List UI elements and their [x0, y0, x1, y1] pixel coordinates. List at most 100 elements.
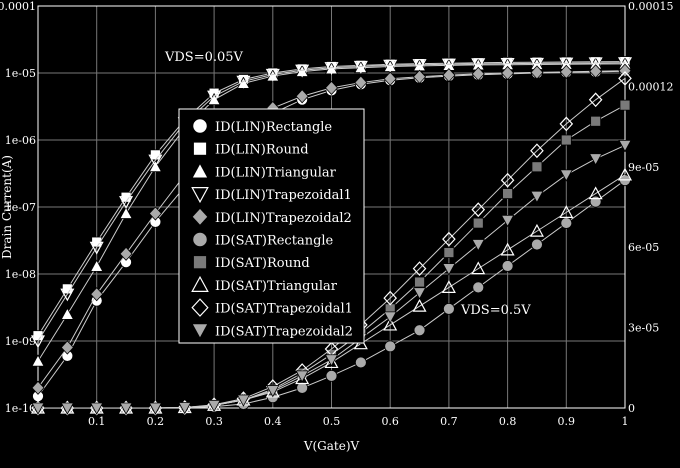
data-point — [119, 206, 133, 219]
data-point — [178, 402, 192, 415]
data-point — [354, 75, 368, 90]
x-tick-label: 1 — [622, 415, 629, 428]
annotation-vds-high: VDS=0.5V — [460, 303, 531, 318]
x-tick-label: 0.1 — [88, 415, 106, 428]
data-point — [383, 59, 398, 73]
data-point — [590, 115, 602, 127]
data-point — [31, 402, 45, 415]
y-axis-title: Drain Current(A) — [0, 155, 14, 259]
legend-label: ID(LIN)Triangular — [215, 165, 337, 180]
data-point — [471, 239, 485, 252]
data-point — [500, 172, 515, 188]
legend-label: ID(SAT)Trapezoidal2 — [215, 324, 353, 339]
x-tick-label: 0.3 — [205, 415, 223, 428]
legend-marker — [191, 323, 209, 339]
data-point — [60, 307, 75, 320]
data-point — [324, 62, 339, 75]
data-point — [559, 116, 574, 132]
data-point — [560, 217, 573, 229]
data-point — [588, 153, 603, 166]
y-right-tick-label: 0.00015 — [628, 0, 674, 13]
data-point — [353, 60, 368, 74]
legend-label: ID(LIN)Trapezoidal1 — [215, 188, 352, 203]
data-point — [472, 281, 485, 294]
legend-marker — [191, 187, 209, 204]
data-point — [383, 71, 397, 86]
x-tick-label: 0.9 — [558, 415, 576, 428]
data-point — [414, 276, 425, 288]
data-point — [412, 59, 427, 72]
data-point — [148, 402, 163, 415]
x-tick-label: 0.5 — [323, 415, 341, 428]
y-left-tick-label: 1e-10 — [5, 402, 36, 415]
data-point — [90, 402, 104, 415]
data-point — [588, 186, 603, 200]
data-point — [413, 324, 426, 337]
data-point — [207, 90, 222, 104]
data-point — [383, 311, 397, 324]
y-right-tick-label: 0.00012 — [628, 80, 674, 93]
legend-label: ID(LIN)Round — [215, 143, 309, 158]
annotation-vds-low: VDS=0.05V — [164, 50, 244, 65]
data-point — [354, 356, 367, 369]
legend-marker — [193, 255, 207, 270]
data-point — [501, 260, 514, 272]
data-point — [530, 143, 544, 159]
data-point — [30, 335, 46, 349]
data-point — [531, 161, 543, 173]
x-tick-label: 0.4 — [264, 415, 282, 428]
y-right-tick-label: 9e-05 — [628, 161, 659, 174]
data-point — [119, 196, 134, 209]
data-point — [207, 399, 221, 413]
data-point — [31, 354, 45, 367]
data-point — [60, 340, 74, 355]
data-point — [148, 154, 163, 168]
data-point — [559, 64, 573, 79]
series-line — [38, 77, 625, 408]
data-point — [559, 169, 573, 182]
legend-marker — [192, 231, 208, 248]
data-point — [530, 190, 544, 204]
legend-label: ID(SAT)Trapezoidal1 — [215, 302, 353, 317]
legend-label: ID(SAT)Round — [215, 256, 310, 271]
data-point — [471, 202, 486, 218]
data-point — [236, 75, 251, 89]
data-point — [502, 188, 514, 200]
data-point — [471, 261, 486, 275]
data-point — [559, 205, 574, 218]
data-point — [325, 369, 338, 382]
legend-box — [178, 108, 365, 344]
data-point — [119, 246, 133, 261]
data-point — [443, 247, 455, 258]
x-axis-title: V(Gate)V — [303, 439, 360, 453]
data-point — [441, 280, 456, 293]
data-point — [531, 238, 543, 251]
data-point — [265, 68, 280, 82]
data-point — [236, 394, 251, 407]
data-point — [500, 242, 515, 256]
x-tick-label: 0.7 — [440, 415, 458, 428]
data-point — [560, 134, 572, 146]
data-point — [588, 92, 603, 108]
data-point — [589, 195, 602, 208]
legend-marker — [193, 141, 207, 156]
data-point — [441, 58, 456, 72]
data-point — [500, 58, 515, 71]
y-left-tick-label: 1e-08 — [5, 268, 36, 281]
legend-label: ID(SAT)Rectangle — [215, 234, 334, 249]
data-point — [412, 287, 427, 300]
data-point — [617, 167, 633, 181]
data-point — [442, 231, 456, 247]
legend-marker — [192, 118, 208, 134]
data-point — [324, 354, 339, 367]
data-point — [412, 261, 427, 277]
data-point — [383, 290, 398, 306]
y-left-tick-label: 1e-09 — [5, 335, 36, 348]
legend-marker — [191, 207, 209, 226]
data-point — [472, 217, 484, 229]
data-point — [90, 259, 104, 272]
data-point — [501, 65, 515, 81]
y-right-tick-label: 0 — [628, 402, 635, 415]
